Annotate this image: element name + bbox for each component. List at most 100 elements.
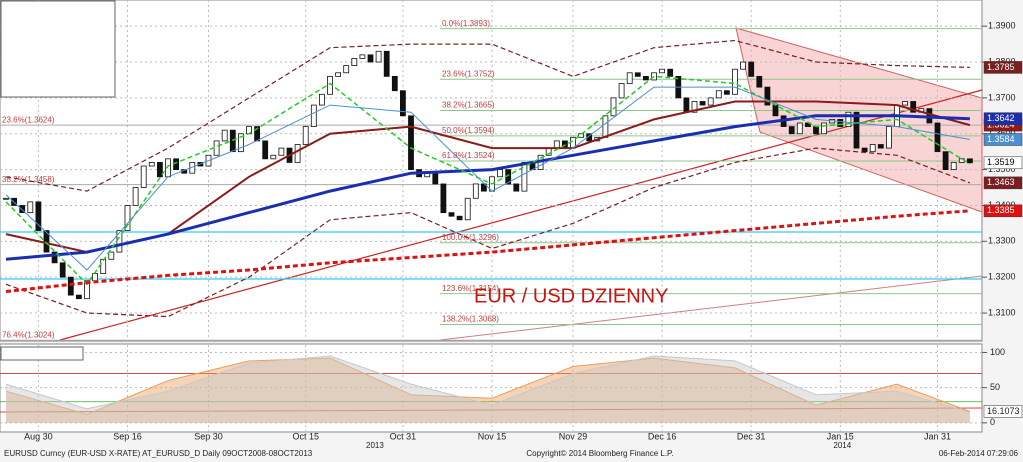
candle bbox=[480, 183, 487, 192]
candle bbox=[140, 165, 147, 188]
fib-label: 0.0%(1.3893) bbox=[442, 19, 490, 28]
y-tick-label: 100 bbox=[990, 347, 1005, 357]
candle bbox=[699, 101, 706, 106]
y-tick-label: 1.3900 bbox=[988, 21, 1016, 31]
plot: 1.31001.32001.33001.34001.35001.36001.37… bbox=[0, 0, 1023, 450]
price-tag-label: 1.3785 bbox=[987, 62, 1015, 72]
price-tag bbox=[983, 133, 1023, 146]
candle bbox=[76, 294, 82, 300]
candle bbox=[659, 68, 665, 74]
candle bbox=[432, 172, 439, 185]
trend-line bbox=[59, 89, 983, 341]
candle bbox=[764, 86, 771, 106]
price-tag-label: 1.3584 bbox=[987, 134, 1015, 144]
footer-left: EURUSD Curncy (EUR-USD X-RATE) AT_EURUSD… bbox=[4, 449, 313, 458]
candle bbox=[67, 276, 74, 296]
candle bbox=[553, 140, 560, 149]
candle bbox=[278, 147, 285, 156]
candle bbox=[100, 258, 107, 274]
candle bbox=[359, 54, 366, 59]
candle bbox=[399, 90, 406, 117]
candle bbox=[132, 187, 139, 206]
overlay-line bbox=[5, 114, 970, 261]
candle bbox=[902, 101, 908, 106]
candle bbox=[796, 122, 803, 135]
candle bbox=[756, 75, 763, 88]
x-tick-label: Sep 30 bbox=[194, 431, 223, 441]
x-tick-label: Dec 16 bbox=[648, 431, 677, 441]
fib-label: 61.8%(1.3524) bbox=[442, 151, 495, 160]
oscillator-area bbox=[6, 356, 970, 423]
year-label: 2014 bbox=[833, 441, 851, 450]
candle bbox=[108, 251, 115, 260]
candle bbox=[43, 230, 50, 253]
oscillator-line bbox=[5, 357, 971, 415]
x-tick-label: Nov 29 bbox=[559, 431, 588, 441]
candle bbox=[634, 72, 641, 77]
candle bbox=[440, 183, 447, 214]
price-tag-label: 1.3642 bbox=[987, 113, 1015, 123]
candle bbox=[51, 251, 58, 264]
y-tick-label: 1.3100 bbox=[988, 307, 1016, 317]
x-tick-label: Oct 15 bbox=[292, 431, 319, 441]
candle bbox=[643, 75, 649, 81]
x-tick-label: Dec 31 bbox=[737, 431, 766, 441]
overlay-line bbox=[5, 75, 971, 286]
candle bbox=[318, 93, 325, 106]
candle bbox=[116, 230, 123, 253]
trend-line bbox=[439, 275, 983, 341]
y-tick-label: 1.3700 bbox=[988, 92, 1016, 102]
fib-label: 138.2%(1.3068) bbox=[442, 315, 499, 324]
candle bbox=[343, 65, 350, 74]
candle bbox=[92, 273, 98, 282]
overlay-line bbox=[5, 86, 970, 271]
y-tick-label: 1.3300 bbox=[988, 236, 1016, 246]
y-tick-label: 1.3600 bbox=[988, 128, 1016, 138]
candle bbox=[772, 104, 779, 117]
candle bbox=[84, 280, 90, 300]
candle bbox=[667, 68, 674, 77]
x-tick-label: Sep 16 bbox=[113, 431, 142, 441]
x-tick-label: Oct 31 bbox=[390, 431, 417, 441]
price-tag-label: 1.3519 bbox=[987, 157, 1015, 167]
legend bbox=[0, 0, 116, 98]
fib-label: 23.6%(1.3624) bbox=[2, 115, 55, 124]
candle bbox=[813, 126, 819, 135]
candle bbox=[294, 144, 301, 163]
candle bbox=[27, 201, 34, 214]
candle bbox=[861, 147, 868, 153]
candle bbox=[707, 97, 714, 106]
price-tag bbox=[983, 112, 1023, 125]
x-tick-label: Jan 31 bbox=[924, 431, 951, 441]
oscillator-area bbox=[6, 358, 970, 423]
x-tick-label: Jan 15 bbox=[827, 431, 854, 441]
candle bbox=[513, 183, 520, 192]
candle bbox=[456, 215, 463, 221]
oscillator-line bbox=[5, 355, 971, 413]
y-tick-label: 1.3200 bbox=[988, 272, 1016, 282]
candle bbox=[732, 68, 738, 95]
candle bbox=[602, 115, 609, 138]
candle bbox=[124, 205, 131, 231]
fib-label: 23.6%(1.3752) bbox=[442, 69, 495, 78]
candle bbox=[464, 197, 471, 221]
price-tag bbox=[983, 405, 1023, 418]
price-tag bbox=[983, 61, 1023, 74]
candle bbox=[237, 133, 244, 153]
candle bbox=[367, 54, 374, 63]
candle bbox=[383, 50, 390, 77]
candle bbox=[934, 122, 941, 153]
candle bbox=[221, 129, 228, 142]
candle bbox=[3, 197, 9, 200]
x-tick-label: Nov 15 bbox=[478, 431, 507, 441]
candle bbox=[270, 154, 277, 160]
candle bbox=[19, 205, 26, 214]
price-tag-label: 1.3385 bbox=[987, 205, 1015, 215]
trend-line bbox=[0, 407, 983, 413]
price-tag-label: 1.3463 bbox=[987, 177, 1015, 187]
y-tick-label: 50 bbox=[990, 382, 1000, 392]
candle bbox=[391, 75, 398, 92]
candle bbox=[262, 140, 269, 160]
price-tag bbox=[983, 204, 1023, 218]
